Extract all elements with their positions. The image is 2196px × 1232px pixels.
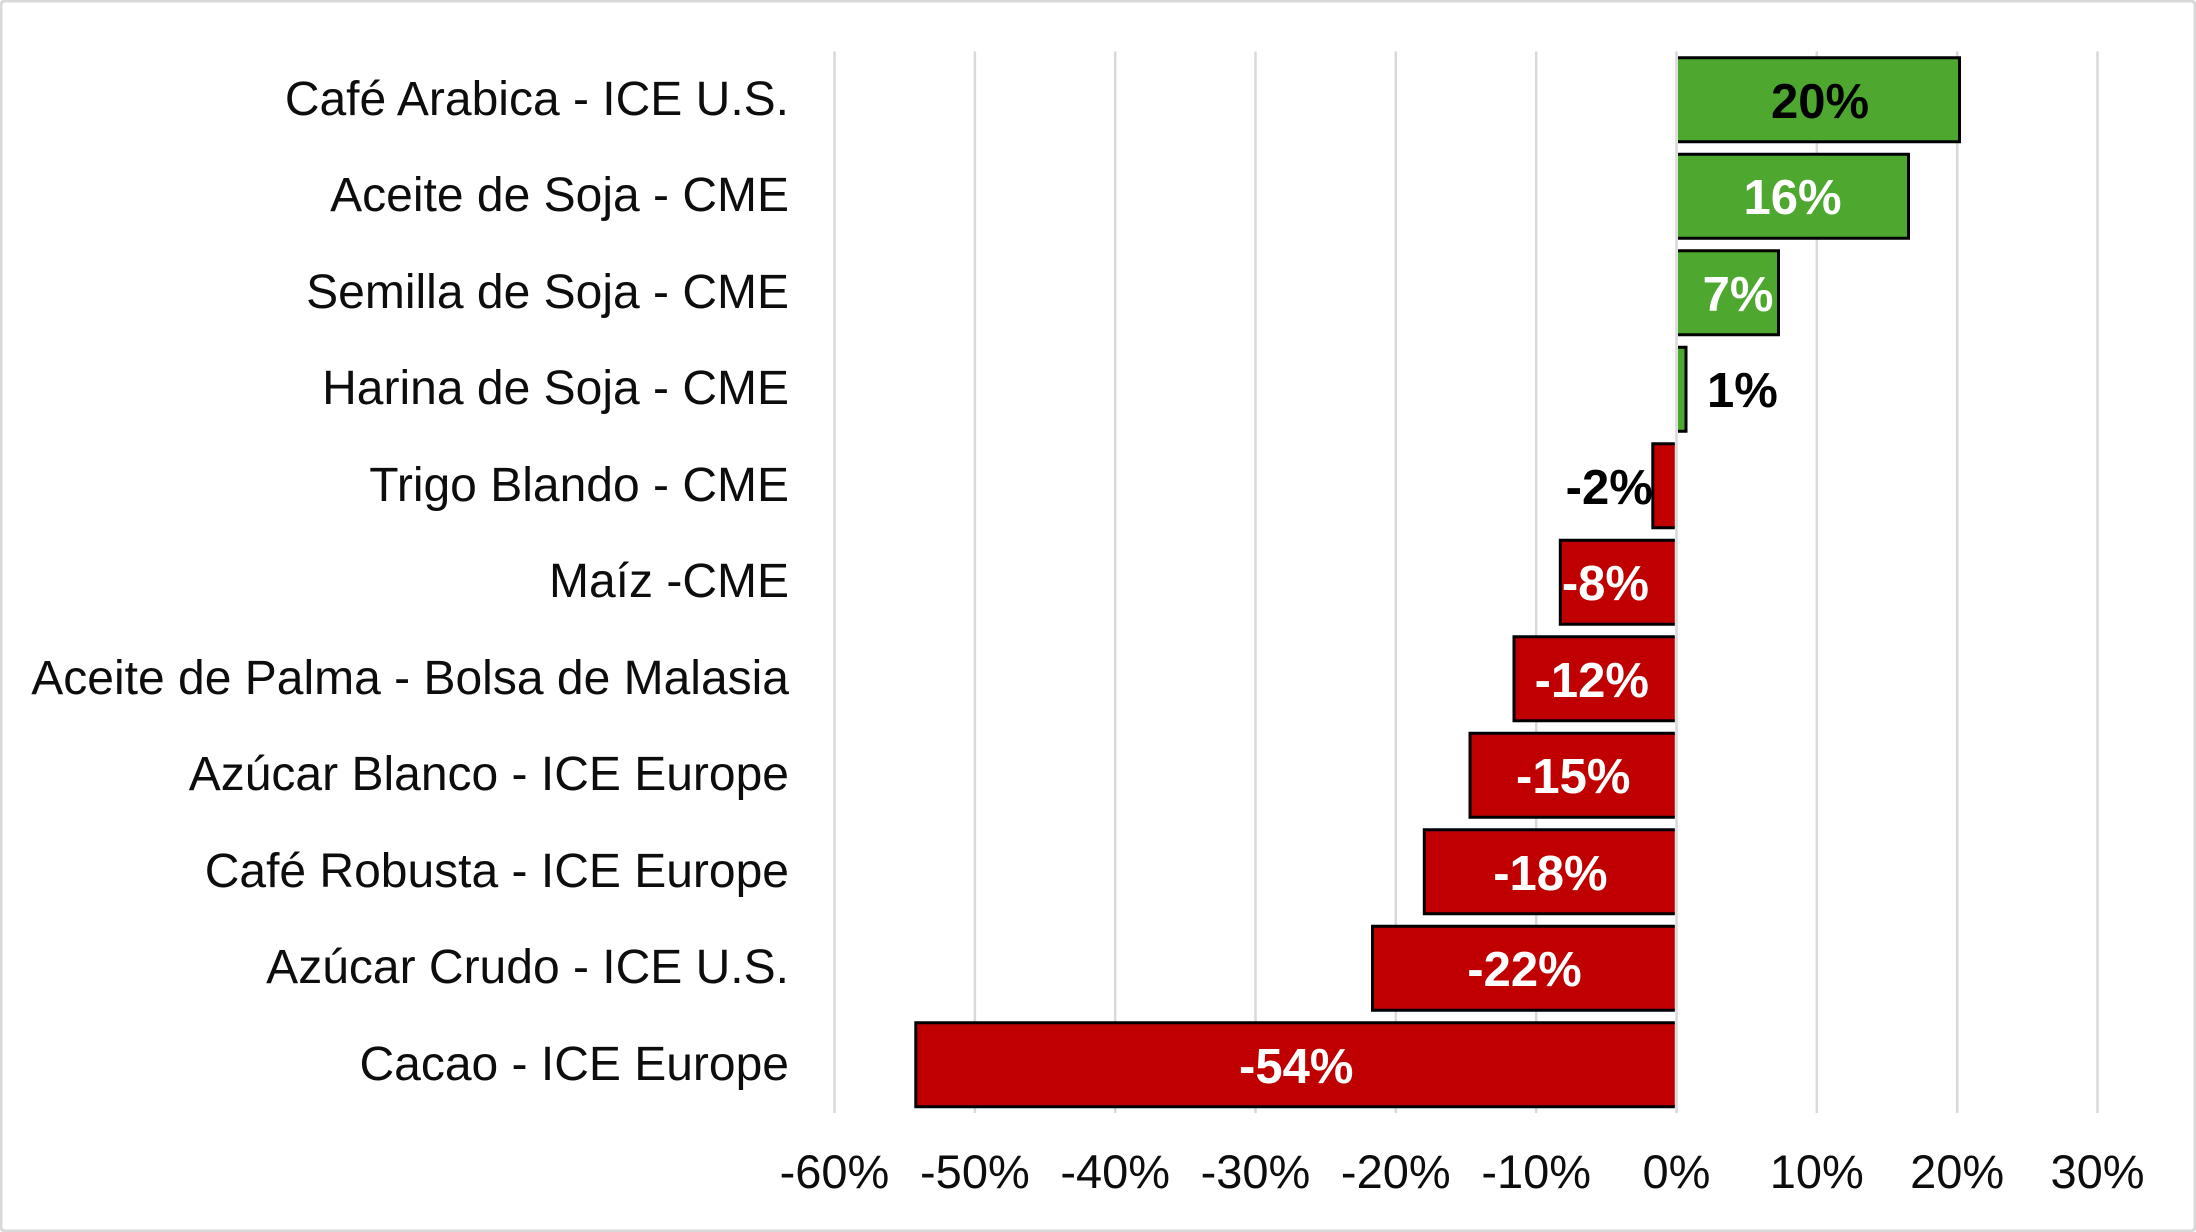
svg-text:-15%: -15% [1516,750,1630,804]
svg-text:-30%: -30% [1201,1145,1311,1198]
svg-text:-10%: -10% [1481,1145,1591,1198]
svg-text:Aceite de Palma - Bolsa de Mal: Aceite de Palma - Bolsa de Malasia [31,652,789,705]
svg-text:20%: 20% [1771,75,1869,129]
svg-text:-8%: -8% [1562,557,1649,611]
svg-text:0%: 0% [1643,1145,1711,1198]
svg-text:Maíz -CME: Maíz -CME [549,555,789,608]
svg-text:-22%: -22% [1467,943,1581,997]
svg-text:-2%: -2% [1566,461,1653,515]
svg-text:-20%: -20% [1341,1145,1451,1198]
svg-text:-60%: -60% [780,1145,890,1198]
svg-text:-12%: -12% [1535,654,1649,708]
svg-text:Café Arabica - ICE U.S.: Café Arabica - ICE U.S. [285,73,789,126]
svg-text:Harina de Soja - CME: Harina de Soja - CME [322,362,789,415]
svg-text:Café Robusta - ICE Europe: Café Robusta - ICE Europe [205,845,789,898]
svg-text:-18%: -18% [1493,847,1607,901]
svg-text:-54%: -54% [1239,1040,1353,1094]
svg-text:Aceite de Soja - CME: Aceite de Soja - CME [330,169,789,222]
svg-text:Azúcar Blanco - ICE Europe: Azúcar Blanco - ICE Europe [189,748,789,801]
svg-text:Cacao - ICE Europe: Cacao - ICE Europe [359,1038,789,1091]
svg-text:Semilla de Soja - CME: Semilla de Soja - CME [306,266,789,319]
svg-text:30%: 30% [2050,1145,2144,1198]
svg-text:-50%: -50% [920,1145,1030,1198]
svg-text:20%: 20% [1910,1145,2004,1198]
svg-text:10%: 10% [1770,1145,1864,1198]
svg-text:1%: 1% [1707,364,1778,418]
svg-text:Azúcar Crudo - ICE U.S.: Azúcar Crudo - ICE U.S. [266,941,789,994]
svg-text:Trigo Blando - CME: Trigo Blando - CME [369,459,789,512]
svg-text:16%: 16% [1743,171,1841,225]
svg-text:-40%: -40% [1060,1145,1170,1198]
svg-text:7%: 7% [1703,268,1774,322]
